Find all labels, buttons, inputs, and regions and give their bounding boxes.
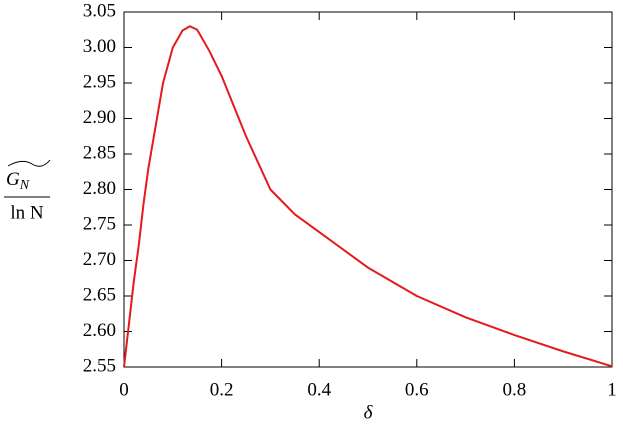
y-tick-label: 2.80 <box>83 178 116 199</box>
y-label-numerator: GN <box>6 169 30 193</box>
x-tick-label: 0.2 <box>210 379 234 400</box>
y-tick-label: 2.85 <box>83 142 116 163</box>
y-tick-label: 2.70 <box>83 249 116 270</box>
x-tick-label: 0.6 <box>405 379 429 400</box>
y-tick-label: 3.00 <box>83 36 116 57</box>
y-label-denominator: ln N <box>10 202 44 223</box>
x-axis-label: δ <box>364 402 374 423</box>
x-tick-label: 0.8 <box>503 379 527 400</box>
y-tick-label: 2.90 <box>83 107 116 128</box>
y-tick-label: 2.55 <box>83 355 116 376</box>
y-tick-label: 2.95 <box>83 71 116 92</box>
y-tick-label: 3.05 <box>83 0 116 21</box>
x-tick-label: 1 <box>607 379 617 400</box>
y-axis-label: GN ln N <box>4 159 51 223</box>
y-tick-label: 2.75 <box>83 213 116 234</box>
plot-frame <box>123 11 613 368</box>
y-tick-label: 2.65 <box>83 284 116 305</box>
line-series <box>123 25 613 368</box>
x-tick-label: 0 <box>119 379 129 400</box>
y-tick-label: 2.60 <box>83 320 116 341</box>
x-tick-label: 0.4 <box>307 379 331 400</box>
tilde <box>7 159 51 167</box>
